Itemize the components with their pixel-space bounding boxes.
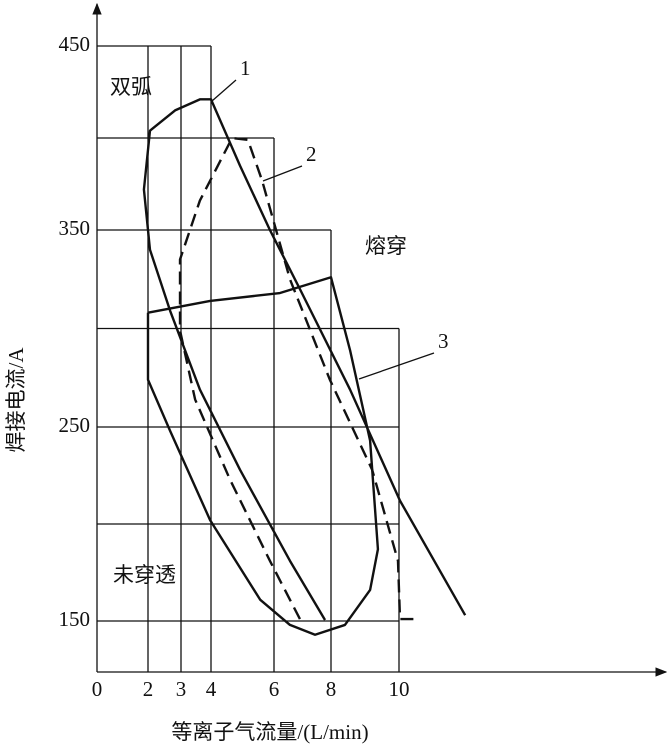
x-tick-label: 10 [389,677,410,701]
region-label: 双弧 [110,75,152,99]
curve [146,276,380,636]
x-tick-label: 8 [326,677,337,701]
region-label: 熔穿 [365,234,407,258]
curve-label: 3 [438,329,449,353]
leader-line [262,165,303,182]
y-tick-label: 350 [59,216,91,240]
curve [178,136,416,621]
leader-line [211,79,237,102]
y-axis-label: 焊接电流/A [4,347,28,453]
leader-line [358,352,435,380]
curve-label: 2 [306,142,317,166]
y-tick-label: 150 [59,607,91,631]
x-tick-label: 6 [269,677,280,701]
y-tick-label: 250 [59,413,91,437]
x-tick-label: 4 [206,677,217,701]
x-tick-label: 2 [143,677,154,701]
curve-label: 1 [240,56,251,80]
x-tick-label: 3 [176,677,187,701]
y-tick-label: 450 [59,32,91,56]
region-label: 未穿透 [113,563,176,587]
x-tick-label: 0 [92,677,103,701]
x-axis-label: 等离子气流量/(L/min) [171,720,368,744]
curve [142,98,467,621]
